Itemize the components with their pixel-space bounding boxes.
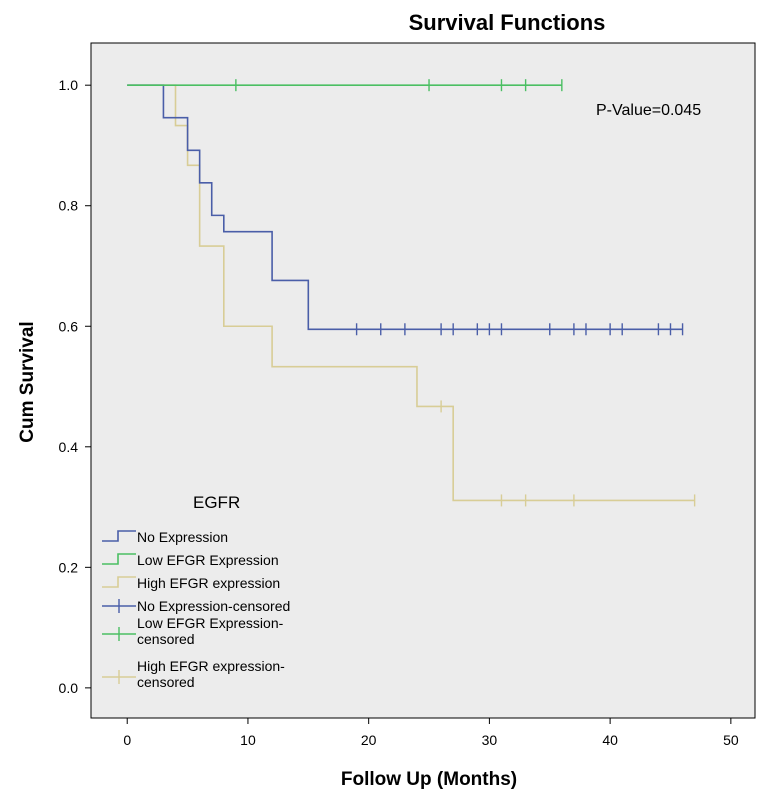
y-tick-label: 1.0 <box>59 77 79 93</box>
x-tick-label: 30 <box>482 732 498 748</box>
legend-label: No Expression <box>137 529 228 545</box>
legend-label-continued: censored <box>137 631 195 647</box>
legend-symbol-line <box>102 553 136 565</box>
legend-symbol-line <box>102 530 136 542</box>
x-tick-label: 50 <box>723 732 739 748</box>
legend-title: EGFR <box>193 493 240 512</box>
legend-label: Low EFGR Expression- <box>137 615 284 631</box>
y-tick-label: 0.2 <box>59 559 79 575</box>
y-axis-ticks: 0.0 0.2 0.4 0.6 0.8 1.0 <box>59 77 91 696</box>
legend-label: High EFGR expression <box>137 575 280 591</box>
x-tick-label: 20 <box>361 732 377 748</box>
legend-label: No Expression-censored <box>137 598 290 614</box>
series-layer <box>127 79 696 507</box>
x-axis-ticks: 0 10 20 30 40 50 <box>123 718 739 748</box>
x-tick-label: 10 <box>240 732 256 748</box>
x-tick-label: 0 <box>123 732 131 748</box>
legend-label: High EFGR expression- <box>137 658 285 674</box>
legend-symbol-line <box>102 576 136 588</box>
y-tick-label: 0.4 <box>59 439 79 455</box>
y-tick-label: 0.0 <box>59 680 79 696</box>
x-axis-label: Follow Up (Months) <box>341 769 517 790</box>
y-tick-label: 0.6 <box>59 318 79 334</box>
series-line <box>127 84 683 331</box>
y-axis-label: Cum Survival <box>17 321 38 442</box>
y-tick-label: 0.8 <box>59 198 79 214</box>
legend: EGFR No Expression Low EFGR Expression Hig… <box>102 493 290 690</box>
legend-label-continued: censored <box>137 674 195 690</box>
plot-area <box>90 42 756 719</box>
chart-title: Survival Functions <box>409 10 606 35</box>
legend-label: Low EFGR Expression <box>137 552 279 568</box>
series-line <box>127 84 695 502</box>
p-value-annotation: P-Value=0.045 <box>596 102 701 119</box>
x-tick-label: 40 <box>602 732 618 748</box>
